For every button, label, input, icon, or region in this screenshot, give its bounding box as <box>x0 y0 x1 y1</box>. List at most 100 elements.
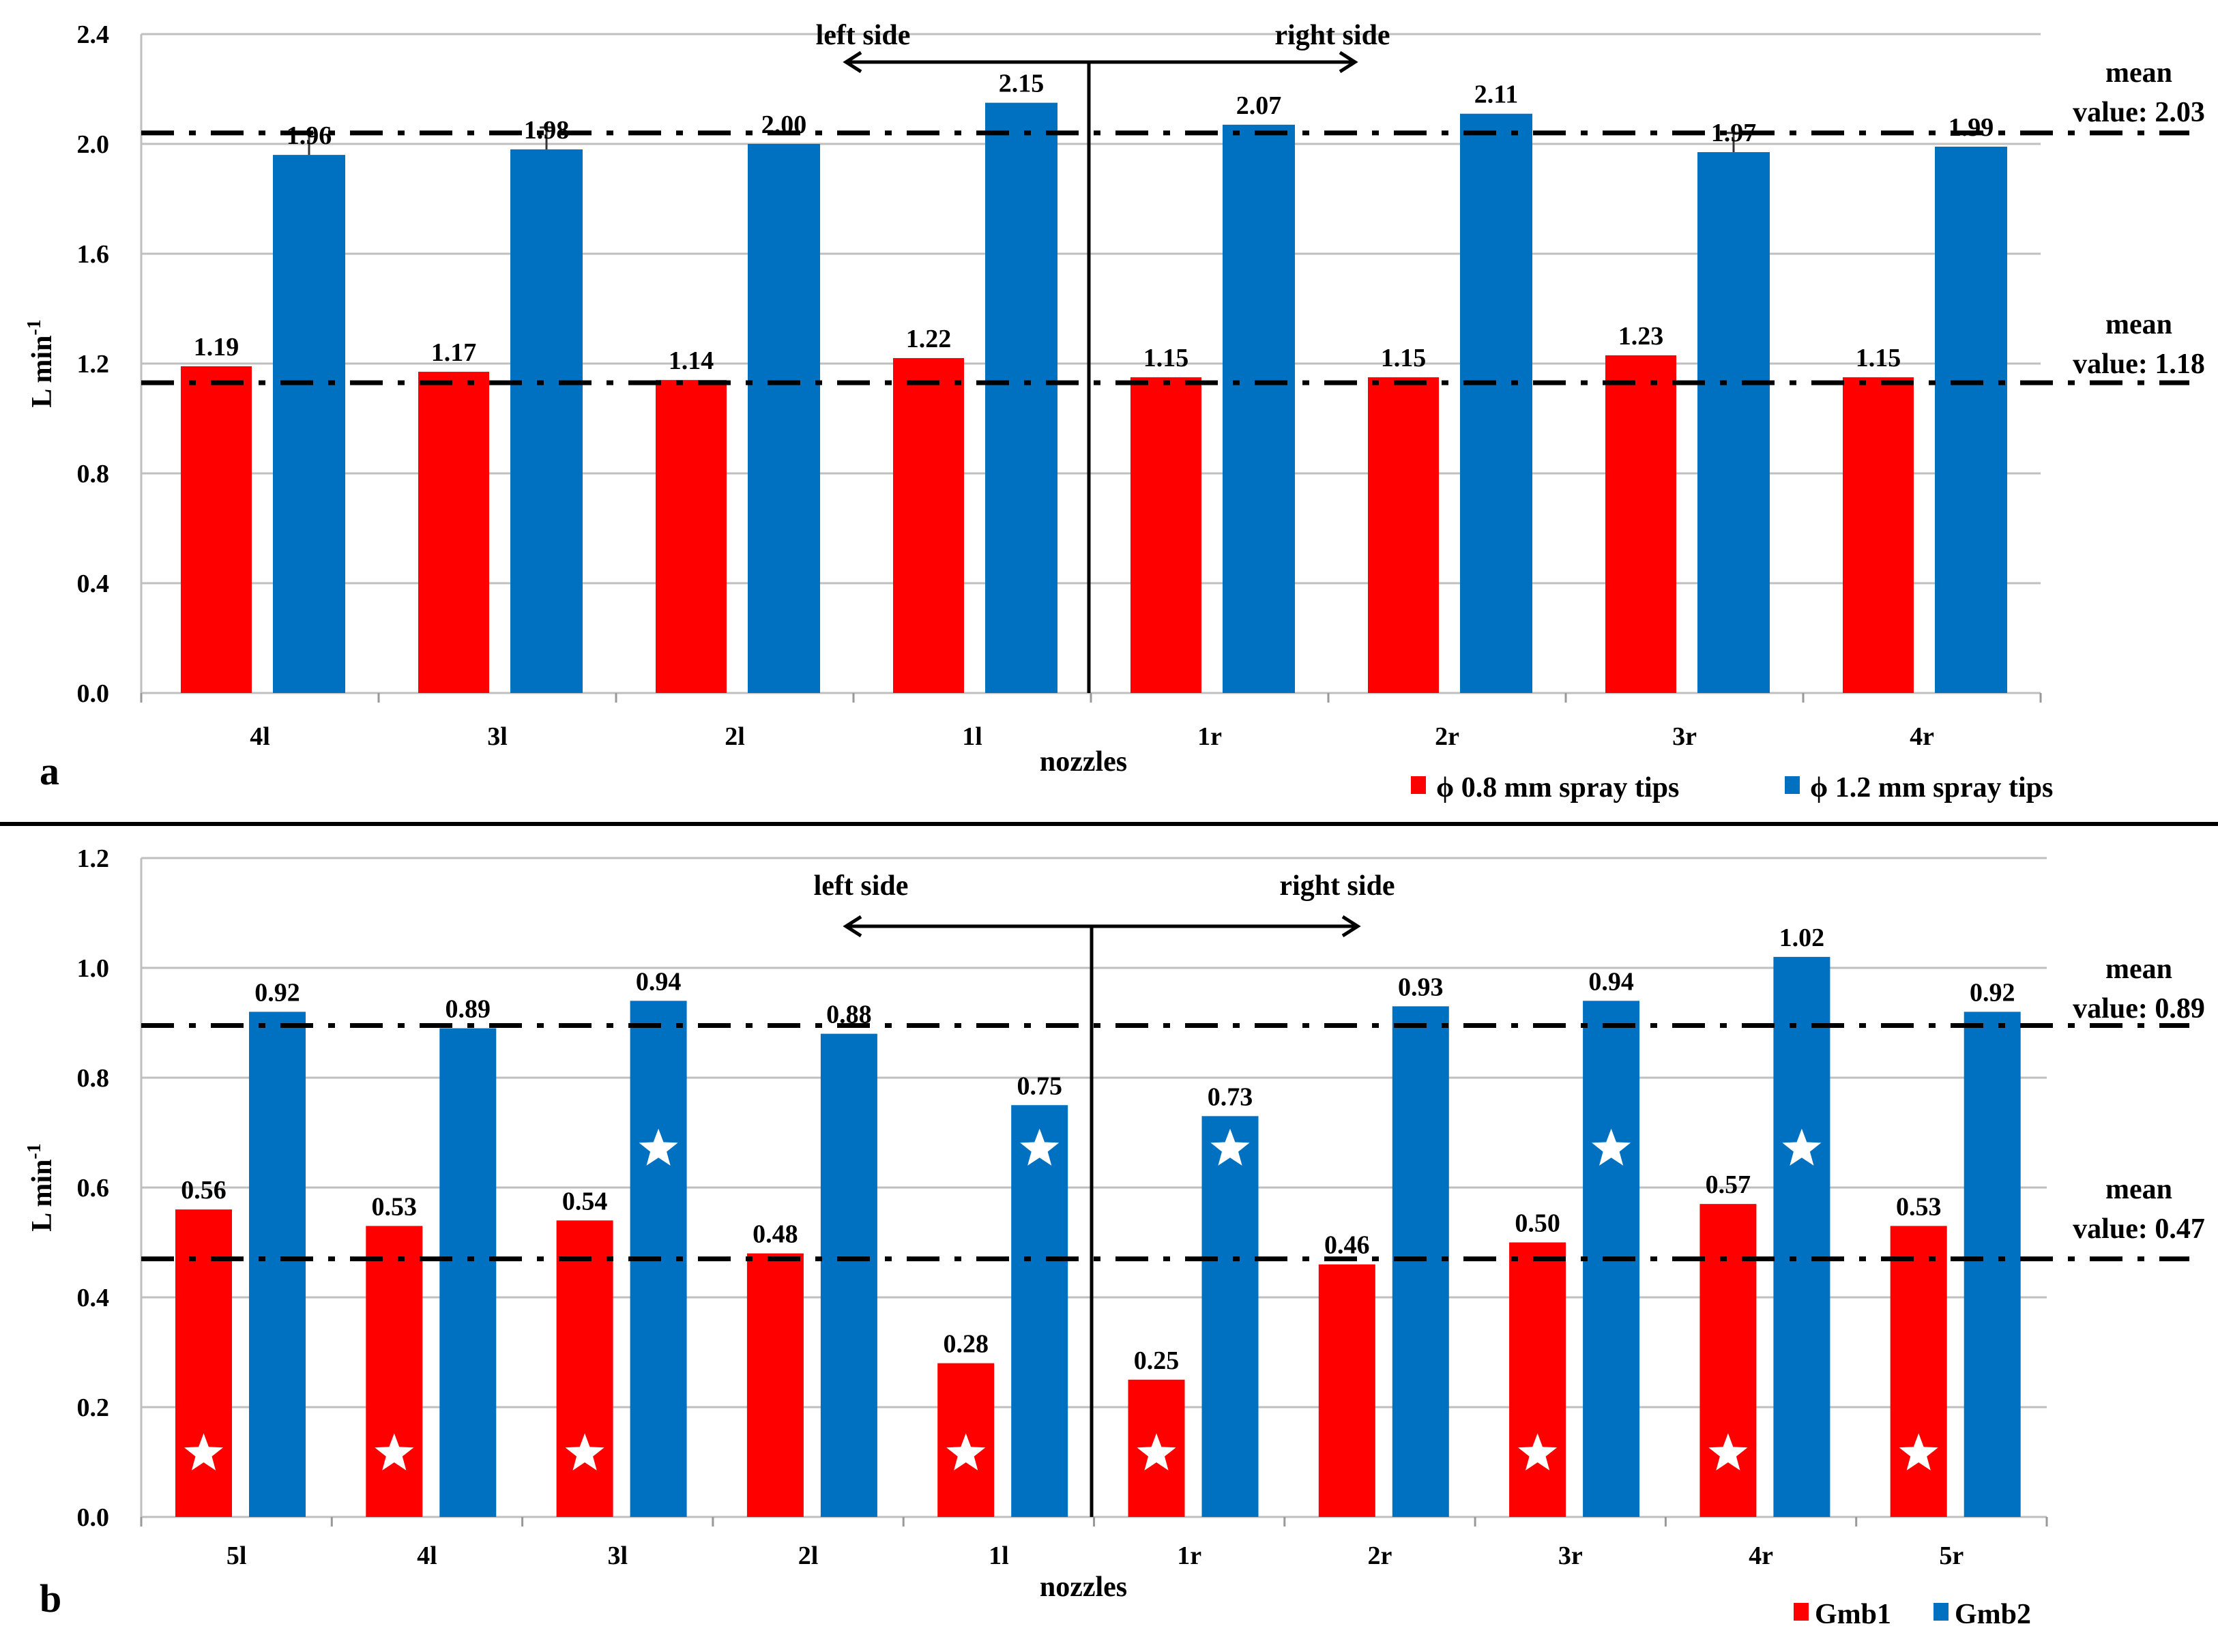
data-label: 0.94 <box>636 967 682 996</box>
y-tick-label: 0.4 <box>77 1284 110 1312</box>
bar-series2 <box>249 1012 306 1517</box>
mean-value-label: value: 1.18 <box>2073 349 2205 380</box>
y-tick-label: 1.2 <box>77 844 110 873</box>
x-tick-label: 3r <box>1672 722 1697 751</box>
data-label: 0.46 <box>1324 1231 1370 1260</box>
y-tick-label: 0.4 <box>77 570 110 598</box>
x-tick-label: 2r <box>1435 722 1459 751</box>
right-side-label: right side <box>1274 20 1390 51</box>
y-tick-label: 2.0 <box>77 130 110 159</box>
x-tick-label: 2l <box>798 1542 819 1570</box>
legend-swatch <box>1411 776 1426 794</box>
data-label: 1.15 <box>1856 344 1901 372</box>
y-tick-label: 2.4 <box>77 20 110 49</box>
x-tick-label: 1l <box>989 1542 1009 1570</box>
x-tick-label: 3l <box>607 1542 628 1570</box>
data-label: 1.23 <box>1618 322 1664 351</box>
arrow-right-icon <box>1339 50 1358 74</box>
bar-series1 <box>1699 1204 1757 1517</box>
bar-series1 <box>1890 1226 1947 1517</box>
data-label: 0.53 <box>1896 1192 1942 1221</box>
x-tick-label: 3l <box>487 722 508 751</box>
star-icon <box>639 1128 678 1166</box>
data-label: 1.14 <box>669 346 714 375</box>
mean-label: mean <box>2105 57 2172 89</box>
bar-series2 <box>510 149 583 694</box>
bar-series2 <box>439 1028 497 1517</box>
data-label: 0.92 <box>1970 978 2015 1007</box>
bar-series1 <box>418 372 489 693</box>
data-label: 2.07 <box>1236 91 1282 120</box>
data-label: 1.17 <box>431 338 477 367</box>
y-tick-label: 0.0 <box>77 1503 110 1532</box>
y-axis-title-sup: -1 <box>24 1143 45 1159</box>
x-tick-label: 4l <box>250 722 270 751</box>
bar-series1 <box>556 1220 613 1517</box>
bar-series1 <box>181 366 252 693</box>
data-label: 1.19 <box>194 333 239 362</box>
data-label: 1.99 <box>1949 113 1994 142</box>
data-label: 0.53 <box>372 1192 418 1221</box>
bar-series1 <box>893 357 964 693</box>
arrow-left-icon <box>843 50 862 74</box>
legend-swatch <box>1785 776 1800 794</box>
legend-label: ϕ 0.8 mm spray tips <box>1436 772 1679 803</box>
x-tick-label: 4l <box>417 1542 437 1570</box>
x-tick-label: 3r <box>1558 1542 1583 1570</box>
bar-series1 <box>1130 377 1201 693</box>
legend-swatch <box>1934 1603 1949 1621</box>
bar-series1 <box>175 1209 232 1517</box>
mean-label: mean <box>2105 954 2172 985</box>
x-tick-label: 4r <box>1910 722 1934 751</box>
y-axis-title-sup: -1 <box>24 319 45 335</box>
x-tick-label: 5l <box>227 1542 247 1570</box>
data-label: 1.15 <box>1381 344 1427 372</box>
bar-series2 <box>1697 152 1770 693</box>
data-label: 2.15 <box>999 70 1045 98</box>
data-label: 0.48 <box>753 1220 798 1249</box>
bar-series1 <box>1509 1242 1566 1517</box>
mean-label: mean <box>2105 309 2172 340</box>
bar-series1 <box>366 1226 423 1517</box>
x-tick-label: 5r <box>1939 1542 1964 1570</box>
panel-label: b <box>40 1576 61 1621</box>
y-tick-label: 1.6 <box>77 240 110 269</box>
data-label: 0.50 <box>1515 1209 1560 1238</box>
left-side-label: left side <box>814 870 909 902</box>
panel-label: a <box>40 749 59 793</box>
bar-series2 <box>1011 1105 1068 1517</box>
star-icon <box>1020 1128 1060 1166</box>
y-tick-label: 0.8 <box>77 1064 110 1093</box>
mean-value-label: value: 2.03 <box>2073 97 2205 128</box>
data-label: 0.94 <box>1588 967 1634 996</box>
star-icon <box>1708 1433 1748 1471</box>
star-icon <box>375 1433 414 1471</box>
legend-label: ϕ 1.2 mm spray tips <box>1810 772 2053 803</box>
y-axis-title-text: L min <box>27 1160 58 1232</box>
legend-swatch <box>1794 1603 1809 1621</box>
star-icon <box>1137 1433 1176 1471</box>
x-axis-title: nozzles <box>1040 1572 1127 1603</box>
arrow-left-icon <box>843 915 862 938</box>
star-icon <box>1518 1433 1558 1471</box>
bar-series2 <box>1773 956 1830 1517</box>
star-icon <box>946 1433 986 1471</box>
star-icon <box>1899 1433 1938 1471</box>
x-tick-label: 1r <box>1197 722 1222 751</box>
star-icon <box>565 1433 604 1471</box>
bar-series1 <box>1605 355 1676 693</box>
x-tick-label: 2r <box>1368 1542 1392 1570</box>
arrow-right-icon <box>1341 915 1361 938</box>
x-tick-label: 4r <box>1749 1542 1773 1570</box>
bar-series2 <box>1460 113 1532 694</box>
legend-label: Gmb2 <box>1955 1599 2031 1630</box>
data-label: 0.75 <box>1017 1072 1062 1100</box>
y-tick-label: 0.6 <box>77 1174 110 1203</box>
data-label: 2.11 <box>1474 80 1518 109</box>
mean-label: mean <box>2105 1174 2172 1205</box>
bar-series1 <box>1318 1264 1375 1517</box>
data-label: 0.28 <box>943 1330 989 1359</box>
star-icon <box>1592 1128 1631 1166</box>
bar-series2 <box>1964 1012 2021 1517</box>
bar-series1 <box>746 1253 804 1517</box>
